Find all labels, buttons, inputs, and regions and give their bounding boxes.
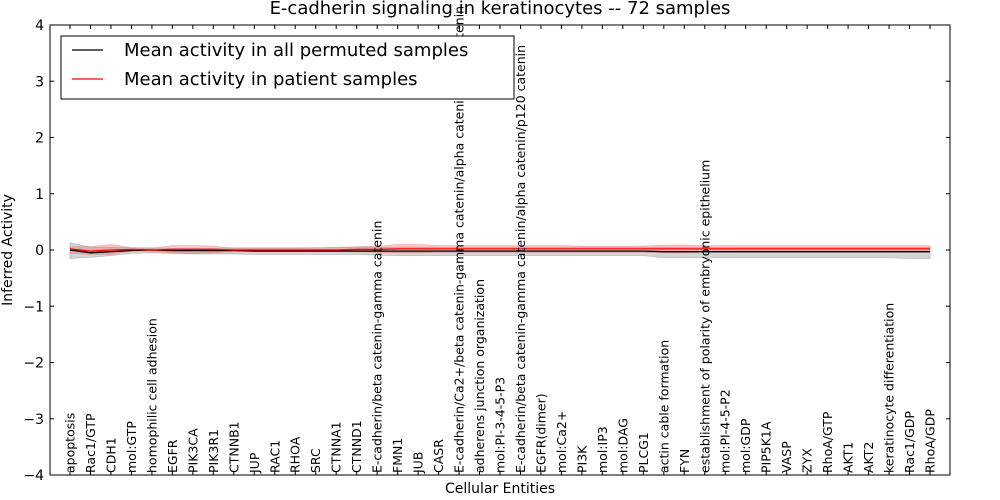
y-tick-label: 2 [35,131,44,147]
x-category-label: mol:Ca2+ [554,411,569,473]
x-category-label: FMN1 [390,438,405,473]
x-category-label: mol:PI-4-5-P2 [718,389,733,473]
x-category-label: E-cadherin/Ca2+/beta catenin-gamma caten… [452,6,467,473]
x-category-label: mol:GTP [124,421,139,473]
x-category-label: JUB [411,452,426,474]
x-category-label: actin cable formation [656,340,671,473]
x-category-label: ZYX [800,448,815,473]
series-line-permuted [69,249,930,254]
x-category-label: RhoA/GDP [923,409,938,473]
x-category-label: VASP [779,441,794,473]
y-tick-label: 4 [35,18,44,34]
x-category-label: CDH1 [103,437,118,473]
x-category-label: mol:IP3 [595,426,610,473]
x-category-label: PIK3CA [185,428,200,473]
x-category-label: EGFR(dimer) [533,393,548,473]
series-line-patient [69,248,930,252]
x-category-label: mol:GDP [738,418,753,473]
chart-title: E-cadherin signaling in keratinocytes --… [270,0,731,19]
x-category-label: apoptosis [63,413,78,473]
legend: Mean activity in all permuted samples Me… [60,35,515,100]
x-category-label: CTNNB1 [226,421,241,473]
x-category-label: adherens junction organization [472,279,487,473]
x-category-label: E-cadherin/beta catenin-gamma catenin [370,221,385,473]
x-category-label: keratinocyte differentiation [882,303,897,473]
x-category-label: AKT1 [841,442,856,473]
x-category-label: RAC1 [267,440,282,473]
legend-box [60,35,515,100]
x-category-label: EGFR [165,439,180,473]
x-axis-label: Cellular Entities [445,481,555,497]
x-category-label: AKT2 [861,442,876,473]
series-lines [69,248,930,254]
x-category-label: mol:DAG [615,418,630,473]
x-category-label: PLCG1 [636,432,651,473]
y-tick-label: −4 [23,468,44,484]
x-axis-ticks: apoptosis Rac1/GTP CDH1 mol:GTP homophilic c… [63,6,938,475]
y-tick-label: −1 [23,299,44,315]
y-tick-label: 1 [35,187,44,203]
x-category-label: CTNND1 [349,420,364,473]
x-category-label: PIK3R1 [206,429,221,473]
x-category-label: homophilic cell adhesion [144,318,159,473]
x-category-label: E-cadherin/beta catenin-gamma catenin/al… [513,45,528,473]
x-category-label: SRC [308,448,323,473]
x-category-label: CASR [431,439,446,473]
y-tick-label: −2 [23,356,44,372]
legend-label-permuted: Mean activity in all permuted samples [124,40,468,61]
legend-label-patient: Mean activity in patient samples [124,69,418,90]
x-category-label: RHOA [288,436,303,473]
x-category-label: mol:PI-3-4-5-P3 [493,377,508,473]
x-category-label: JUP [247,452,262,474]
y-tick-label: 3 [35,74,44,90]
x-category-label: RhoA/GTP [820,411,835,473]
x-category-label: PIP5K1A [759,421,774,473]
x-category-label: CTNNA1 [329,421,344,473]
x-category-label: PI3K [574,445,589,473]
y-axis-ticks: −4 −3 −2 −1 0 1 2 3 4 [23,18,950,484]
y-tick-label: −3 [23,412,44,428]
y-tick-label: 0 [35,243,44,259]
y-axis-label: Inferred Activity [0,194,16,306]
x-category-label: Rac1/GTP [83,413,98,473]
x-category-label: establishment of polarity of embryonic e… [697,160,712,473]
x-category-label: FYN [677,449,692,473]
x-category-label: Rac1/GDP [902,411,917,473]
